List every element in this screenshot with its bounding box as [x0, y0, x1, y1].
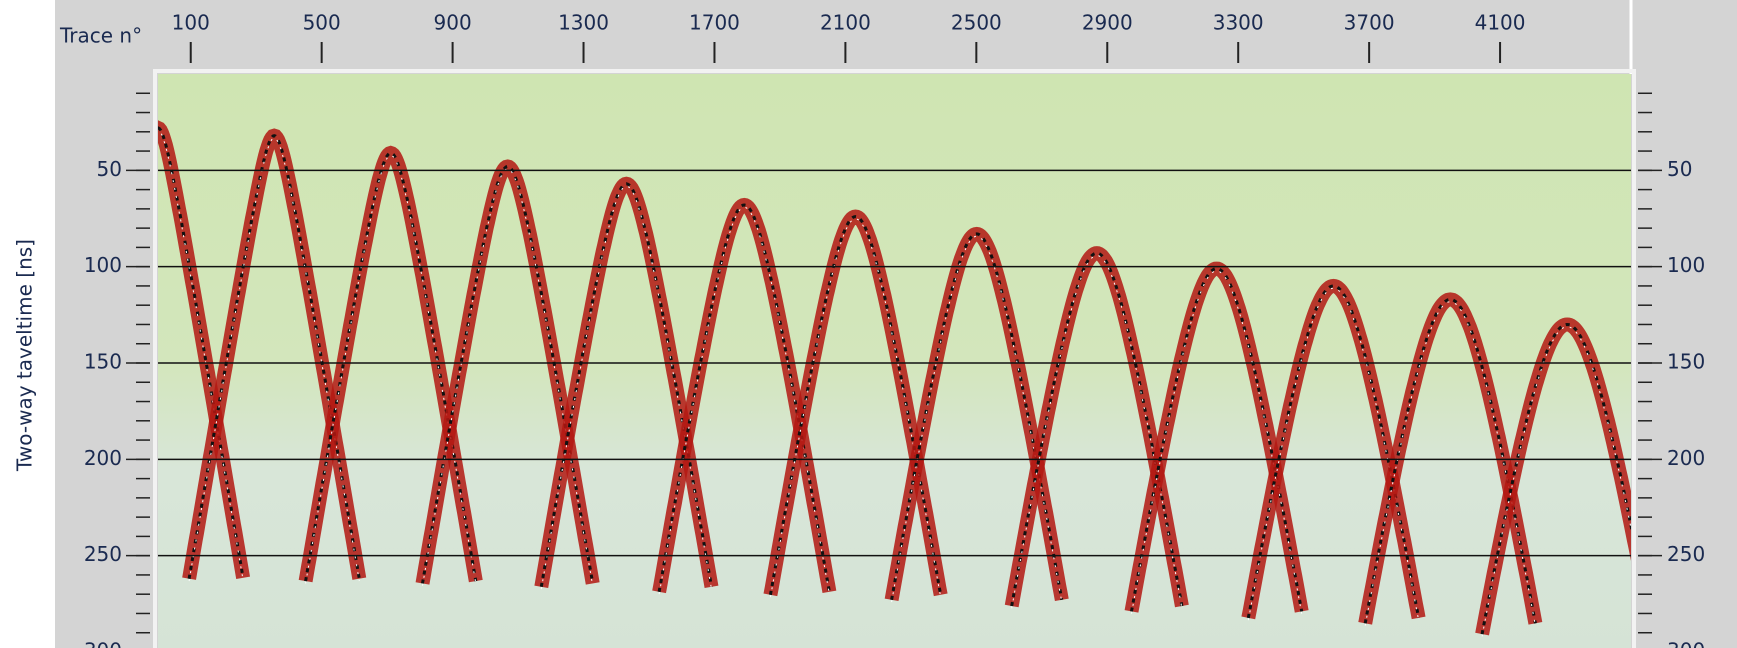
hyperbola-core [657, 203, 831, 593]
y-tick-label-left: 300 [84, 639, 122, 648]
x-tick-label: 3300 [1213, 11, 1264, 35]
plot-frame [153, 69, 1636, 648]
y-tick-label-right: 250 [1667, 542, 1705, 566]
top-ruler [55, 0, 1737, 74]
hyperbola-core [187, 134, 361, 579]
plot-area [158, 120, 1631, 637]
hyperbola-edge [769, 218, 942, 598]
x-axis-label: Trace n° [59, 24, 142, 48]
x-tick-label: 2500 [951, 11, 1002, 35]
hyperbola-edge [1481, 326, 1631, 637]
y-tick-label-left: 150 [84, 350, 122, 374]
y-tick-label-right: 200 [1667, 446, 1705, 470]
hyperbola-core [1010, 251, 1184, 607]
y-tick-label-right: 150 [1667, 350, 1705, 374]
x-tick-label: 2100 [820, 11, 871, 35]
x-tick-label: 900 [434, 11, 472, 35]
y-tick-label-right: 300 [1667, 639, 1705, 648]
y-tick-label-right: 100 [1667, 253, 1705, 277]
x-tick-label: 100 [172, 11, 210, 35]
y-tick-label-left: 100 [84, 253, 122, 277]
y-axis-label: Two-way taveltime [ns] [13, 239, 37, 472]
hyperbola-edge [1011, 254, 1183, 609]
x-tick-label: 1700 [689, 11, 740, 35]
hyperbola-core [768, 215, 943, 596]
x-tick-label: 1300 [558, 11, 609, 35]
x-tick-label: 500 [303, 11, 341, 35]
y-tick-label-left: 50 [97, 157, 122, 181]
x-tick-label: 2900 [1082, 11, 1133, 35]
hyperbola-core [539, 182, 713, 588]
x-tick-label: 4100 [1475, 11, 1526, 35]
hyperbola-core [1480, 322, 1631, 635]
y-tick-label-right: 50 [1667, 157, 1692, 181]
y-tick-label-left: 200 [84, 446, 122, 470]
hyperbola-core [421, 164, 595, 584]
hyperbola-core [890, 232, 1064, 601]
x-tick-label: 3700 [1344, 11, 1395, 35]
y-tick-label-left: 250 [84, 542, 122, 566]
hyperbola-edge [658, 206, 830, 595]
